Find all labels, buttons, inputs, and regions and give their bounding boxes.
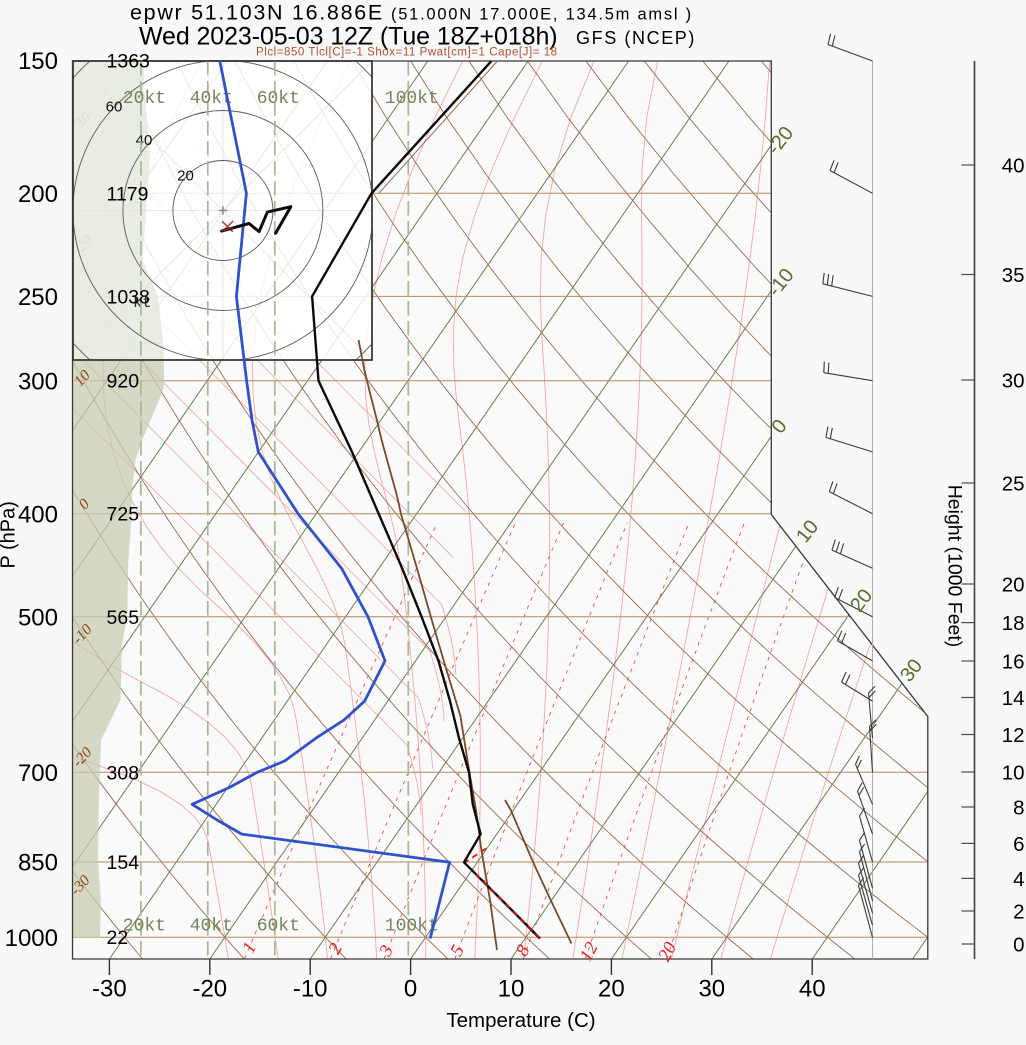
svg-text:GFS (NCEP): GFS (NCEP) — [576, 28, 696, 48]
svg-text:20: 20 — [177, 167, 194, 184]
svg-text:920: 920 — [107, 371, 140, 393]
svg-text:30: 30 — [1002, 370, 1025, 393]
svg-text:20: 20 — [1002, 574, 1025, 597]
svg-text:40: 40 — [799, 976, 826, 1003]
svg-text:400: 400 — [18, 501, 58, 528]
svg-text:30: 30 — [698, 976, 725, 1003]
svg-text:22: 22 — [107, 927, 129, 949]
svg-text:100kt: 100kt — [385, 917, 439, 937]
svg-text:-10: -10 — [293, 976, 328, 1003]
svg-text:(51.000N 17.000E, 134.5m amsl: (51.000N 17.000E, 134.5m amsl ) — [391, 6, 693, 24]
svg-text:1363: 1363 — [107, 50, 150, 72]
svg-text:60: 60 — [106, 98, 123, 115]
svg-text:40: 40 — [1002, 155, 1025, 178]
svg-text:18: 18 — [1002, 612, 1025, 635]
svg-text:25: 25 — [1002, 473, 1025, 496]
svg-text:100kt: 100kt — [385, 89, 439, 109]
svg-text:P (hPa): P (hPa) — [0, 501, 20, 568]
svg-text:308: 308 — [107, 762, 140, 784]
svg-text:12: 12 — [1002, 724, 1025, 747]
svg-text:154: 154 — [107, 852, 140, 874]
svg-text:200: 200 — [18, 181, 58, 208]
svg-text:40kt: 40kt — [190, 917, 233, 937]
svg-text:300: 300 — [18, 368, 58, 395]
svg-text:6: 6 — [1013, 833, 1024, 856]
svg-text:10: 10 — [1002, 762, 1025, 785]
svg-text:Wed 2023-05-03 12Z (Tue 18Z+01: Wed 2023-05-03 12Z (Tue 18Z+018h) — [139, 23, 558, 51]
svg-text:0: 0 — [1013, 934, 1024, 957]
svg-text:Plcl=850 Tlcl[C]=-1 Shox=11 Pw: Plcl=850 Tlcl[C]=-1 Shox=11 Pwat[cm]=1 C… — [256, 47, 558, 59]
svg-text:2: 2 — [1013, 901, 1024, 924]
svg-text:1038: 1038 — [107, 286, 150, 308]
svg-text:35: 35 — [1002, 264, 1025, 287]
svg-text:850: 850 — [18, 850, 58, 877]
svg-text:-30: -30 — [92, 976, 127, 1003]
svg-text:Temperature (C): Temperature (C) — [446, 1009, 595, 1032]
svg-text:10: 10 — [498, 976, 525, 1003]
svg-text:-20: -20 — [192, 976, 227, 1003]
svg-text:565: 565 — [107, 607, 140, 629]
svg-text:Height (1000 Feet): Height (1000 Feet) — [944, 485, 966, 648]
svg-text:1179: 1179 — [107, 183, 149, 205]
svg-text:20: 20 — [598, 976, 625, 1003]
svg-text:40: 40 — [136, 132, 153, 149]
svg-text:1000: 1000 — [5, 925, 58, 952]
svg-text:epwr 51.103N 16.886E: epwr 51.103N 16.886E — [130, 1, 384, 25]
svg-text:700: 700 — [18, 760, 58, 787]
svg-text:500: 500 — [18, 604, 58, 631]
svg-text:60kt: 60kt — [257, 89, 300, 109]
svg-text:725: 725 — [107, 504, 140, 526]
svg-text:20kt: 20kt — [123, 917, 166, 937]
svg-text:20kt: 20kt — [123, 89, 166, 109]
svg-text:16: 16 — [1002, 651, 1025, 674]
svg-text:kt: kt — [133, 294, 152, 312]
svg-text:4: 4 — [1013, 868, 1024, 891]
svg-text:0: 0 — [404, 976, 417, 1003]
svg-text:40kt: 40kt — [190, 89, 233, 109]
svg-text:14: 14 — [1002, 687, 1025, 710]
svg-text:60kt: 60kt — [257, 917, 300, 937]
svg-text:8: 8 — [1013, 797, 1024, 820]
svg-text:250: 250 — [18, 284, 58, 311]
svg-text:150: 150 — [18, 48, 58, 75]
